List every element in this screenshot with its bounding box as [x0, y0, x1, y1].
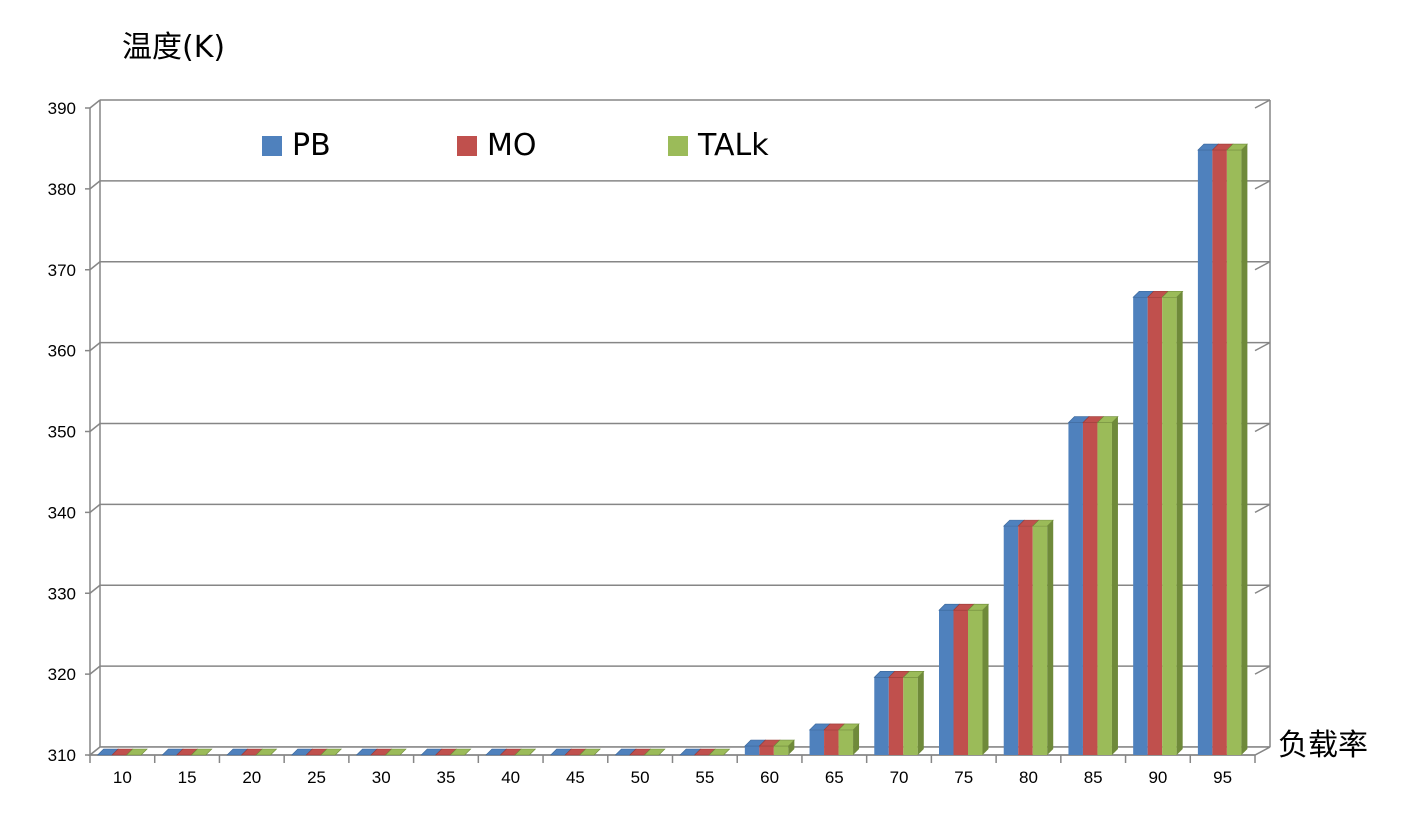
right-wall-tick [1254, 503, 1271, 514]
x-tick-label: 20 [242, 768, 261, 787]
x-tick-label: 40 [501, 768, 520, 787]
y-tick-label: 350 [48, 423, 76, 442]
bar-mo [824, 729, 839, 755]
legend-label-mo: MO [487, 128, 537, 163]
gridline-side [89, 422, 101, 433]
bar-pb [1197, 150, 1213, 755]
bar-mo [1082, 422, 1098, 755]
bar-talk [1226, 150, 1242, 755]
y-tick-label: 320 [48, 665, 76, 684]
x-tick-label: 95 [1213, 768, 1232, 787]
legend-swatch-pb [262, 135, 282, 156]
x-tick-label: 90 [1148, 768, 1167, 787]
bar-mo [759, 746, 774, 755]
gridline-side [89, 180, 101, 190]
right-wall-tick [1254, 584, 1271, 594]
bar-side-talk [853, 723, 860, 755]
gridline-side [89, 584, 101, 594]
x-tick-label: 25 [307, 768, 326, 787]
y-tick-label: 390 [48, 99, 76, 118]
bar-talk [838, 729, 854, 755]
bar-mo [1212, 150, 1227, 755]
gridline-side [89, 261, 101, 271]
bar-pb [809, 729, 825, 755]
right-wall-tick [1254, 180, 1271, 190]
right-wall-tick [1254, 341, 1271, 352]
x-tick-label: 80 [1019, 768, 1038, 787]
x-axis-title: 负载率 [1278, 728, 1368, 763]
bar-talk [1097, 422, 1112, 755]
y-tick-label: 330 [48, 584, 76, 603]
bar-talk [903, 677, 918, 755]
x-tick-label: 55 [695, 768, 714, 787]
bar-mo [888, 677, 904, 755]
x-tick-label: 85 [1084, 768, 1103, 787]
bar-pb [874, 677, 889, 755]
x-tick-label: 30 [372, 768, 391, 787]
legend-item-mo: MO [457, 128, 537, 163]
bar-side-talk [982, 604, 989, 755]
bar-talk [968, 610, 983, 755]
gridline-side [89, 503, 101, 513]
bar-side-talk [788, 740, 795, 755]
x-tick-label: 70 [890, 768, 909, 787]
legend-swatch-mo [457, 135, 477, 156]
bar-talk [1032, 526, 1048, 755]
bar-pb [1003, 526, 1019, 755]
bar-side-talk [1111, 416, 1118, 755]
y-tick-label: 340 [48, 503, 76, 522]
x-tick-label: 15 [178, 768, 197, 787]
y-tick-label: 370 [48, 261, 76, 280]
legend-swatch-talk [668, 135, 688, 156]
right-wall-tick [1254, 665, 1271, 675]
x-tick-label: 45 [566, 768, 585, 787]
y-axis-title: 温度(K) [122, 30, 226, 65]
x-tick-label: 65 [825, 768, 844, 787]
bar-pb [1068, 422, 1083, 755]
bar-talk [1162, 297, 1177, 755]
bar-talk [773, 746, 789, 755]
y-tick-label: 380 [48, 180, 76, 199]
gridline-side [89, 342, 101, 352]
right-wall-tick [1254, 99, 1271, 109]
bar-mo [953, 610, 968, 755]
legend-item-pb: PB [262, 128, 331, 163]
x-tick-label: 10 [113, 768, 132, 787]
y-tick-label: 360 [48, 342, 76, 361]
x-tick-label: 60 [760, 768, 779, 787]
bar-pb [744, 746, 760, 755]
y-tick-label: 310 [48, 746, 76, 765]
bar-side-talk [917, 671, 924, 755]
bar-pb [1133, 297, 1148, 755]
bar-side-talk [1176, 291, 1183, 755]
right-wall-tick [1254, 261, 1271, 271]
legend-label-pb: PB [292, 128, 331, 163]
x-tick-label: 75 [954, 768, 973, 787]
gridline-side [89, 665, 101, 675]
x-tick-label: 35 [437, 768, 456, 787]
x-tick-label: 50 [631, 768, 650, 787]
bar-side-talk [1241, 144, 1248, 755]
legend-item-talk: TALk [668, 128, 769, 163]
right-wall-tick [1254, 422, 1271, 433]
bar-side-talk [1047, 520, 1054, 755]
bar-pb [939, 610, 954, 755]
legend-label-talk: TALk [698, 128, 769, 163]
gridline-side [89, 99, 101, 109]
bar-mo [1018, 526, 1033, 755]
bar-mo [1147, 297, 1163, 755]
